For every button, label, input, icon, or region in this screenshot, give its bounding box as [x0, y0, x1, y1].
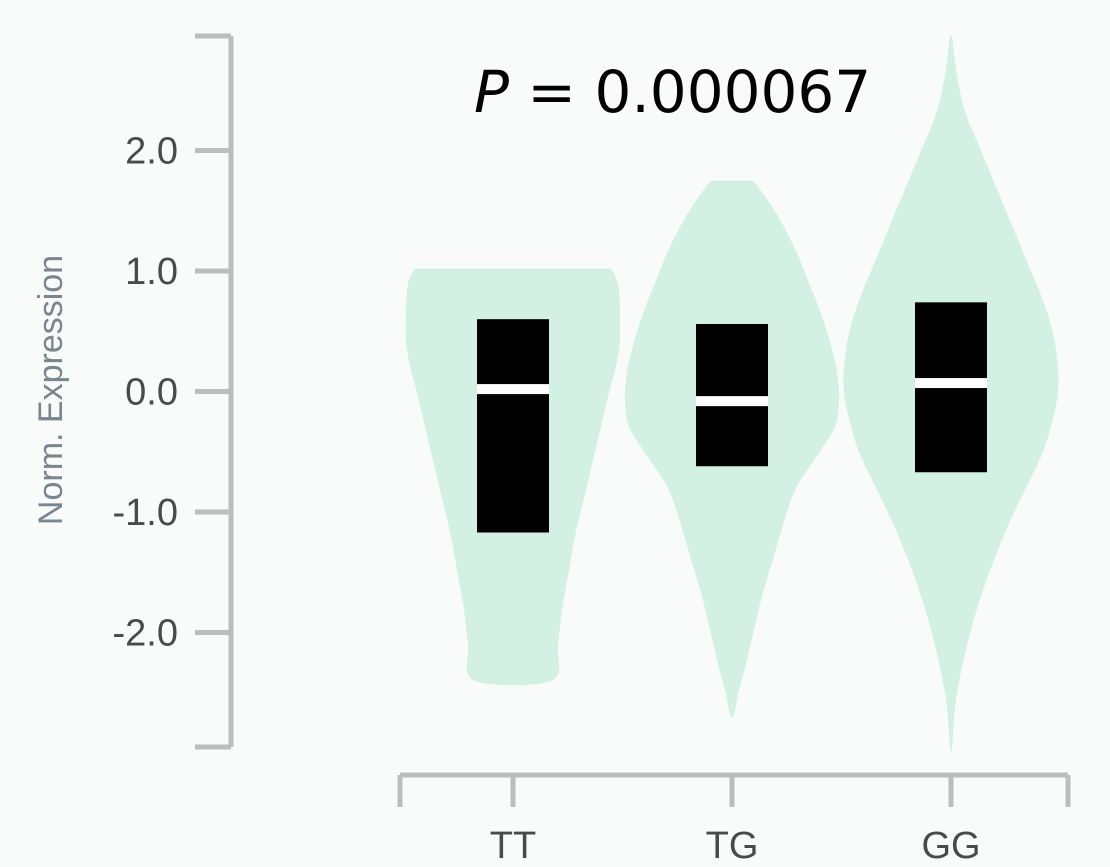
y-axis: 2.0 1.0 0.0 -1.0 -2.0: [113, 33, 234, 750]
y-axis-label: Norm. Expression: [32, 255, 70, 525]
iqr-box-tg: [696, 324, 768, 467]
x-axis: TT TG GG: [397, 772, 1071, 867]
y-tick-label: 0.0: [125, 372, 178, 414]
median-line-tg: [696, 396, 768, 407]
y-tick-label: 2.0: [125, 130, 178, 172]
p-value-text: = 0.000067: [509, 58, 871, 126]
y-tick-label: -1.0: [113, 492, 178, 534]
x-tick-label: TG: [706, 825, 759, 867]
x-tick-label: GG: [921, 825, 980, 867]
y-tick-label: 1.0: [125, 251, 178, 293]
iqr-box-tt: [477, 319, 549, 533]
median-line-gg: [915, 378, 987, 389]
violin-layer: [405, 36, 1059, 753]
p-value-prefix: P: [474, 58, 509, 126]
y-tick-label: -2.0: [113, 613, 178, 655]
x-tick-label: TT: [490, 825, 536, 867]
p-value-annotation: P = 0.000067: [474, 58, 871, 126]
median-line-tt: [477, 384, 549, 395]
